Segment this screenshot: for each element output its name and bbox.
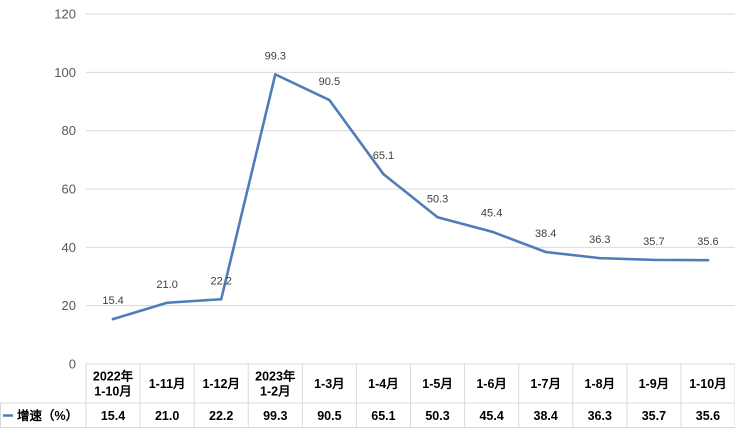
y-tick-label-60: 60 [62, 182, 76, 197]
table-value-cell: 21.0 [155, 409, 179, 423]
y-tick-label-40: 40 [62, 240, 76, 255]
data-labels: 15.4 21.0 22.2 99.3 90.5 65.1 50.3 45.4 38.4 36.3… [102, 50, 718, 307]
table-value-cell: 22.2 [209, 409, 233, 423]
data-point [273, 73, 277, 76]
category-label: 1-8月 [585, 377, 616, 391]
table-value-cell: 38.4 [534, 409, 558, 423]
table-value-cell: 45.4 [479, 409, 503, 423]
category-label: 1-5月 [422, 377, 453, 391]
data-point [111, 317, 115, 321]
gridlines [86, 13, 735, 307]
data-label: 22.2 [210, 275, 231, 287]
table-value-cell: 35.6 [696, 409, 720, 423]
category-label: 1-3月 [314, 377, 345, 391]
table-value-cell: 65.1 [371, 409, 395, 423]
data-label: 50.3 [427, 193, 448, 205]
y-tick-label-0: 0 [69, 357, 76, 372]
legend-label: 增速（%） [17, 408, 78, 423]
data-point [490, 230, 493, 233]
table-value-cell: 99.3 [263, 409, 287, 423]
data-label: 15.4 [102, 295, 123, 307]
category-label: 1-2月 [260, 385, 291, 399]
data-label: 35.6 [697, 236, 718, 248]
data-point [706, 258, 710, 262]
data-label: 38.4 [535, 228, 556, 240]
series-line-layer [111, 73, 710, 321]
category-label: 1-11月 [149, 377, 186, 391]
data-label: 65.1 [373, 150, 394, 162]
data-label: 45.4 [481, 208, 502, 220]
data-point [219, 297, 223, 301]
y-tick-label-100: 100 [54, 65, 76, 80]
category-label: 1-7月 [530, 377, 561, 391]
data-point [165, 301, 169, 305]
table-value-cell: 36.3 [588, 409, 612, 423]
data-label: 99.3 [265, 50, 286, 62]
category-label: 1-10月 [689, 377, 727, 391]
category-label: 1-6月 [476, 377, 507, 391]
table-value-cell: 50.3 [425, 409, 449, 423]
data-point [328, 98, 331, 102]
series-line [111, 73, 710, 321]
data-label: 90.5 [319, 76, 340, 88]
category-label: 1-4月 [368, 377, 399, 391]
data-label: 21.0 [156, 279, 177, 291]
data-point [652, 258, 656, 262]
table-value-cell: 35.7 [642, 409, 666, 423]
category-label: 1-10月 [94, 385, 132, 399]
y-tick-label-20: 20 [62, 298, 76, 313]
data-point [382, 172, 385, 176]
y-tick-label-80: 80 [62, 123, 76, 138]
y-tick-label-120: 120 [54, 7, 76, 22]
table-value-cell: 15.4 [101, 409, 125, 423]
category-label: 2023年 [255, 369, 296, 384]
data-point [436, 215, 439, 219]
data-point [598, 256, 602, 260]
y-axis-ticks: 0 20 40 60 80 100 120 [54, 7, 76, 372]
data-label: 35.7 [643, 236, 664, 248]
data-point [544, 250, 548, 254]
category-label: 1-12月 [202, 377, 240, 391]
category-label: 1-9月 [639, 377, 670, 391]
table-value-cell: 90.5 [317, 409, 341, 423]
category-label: 2022年 [93, 369, 134, 384]
data-label: 36.3 [589, 234, 610, 246]
